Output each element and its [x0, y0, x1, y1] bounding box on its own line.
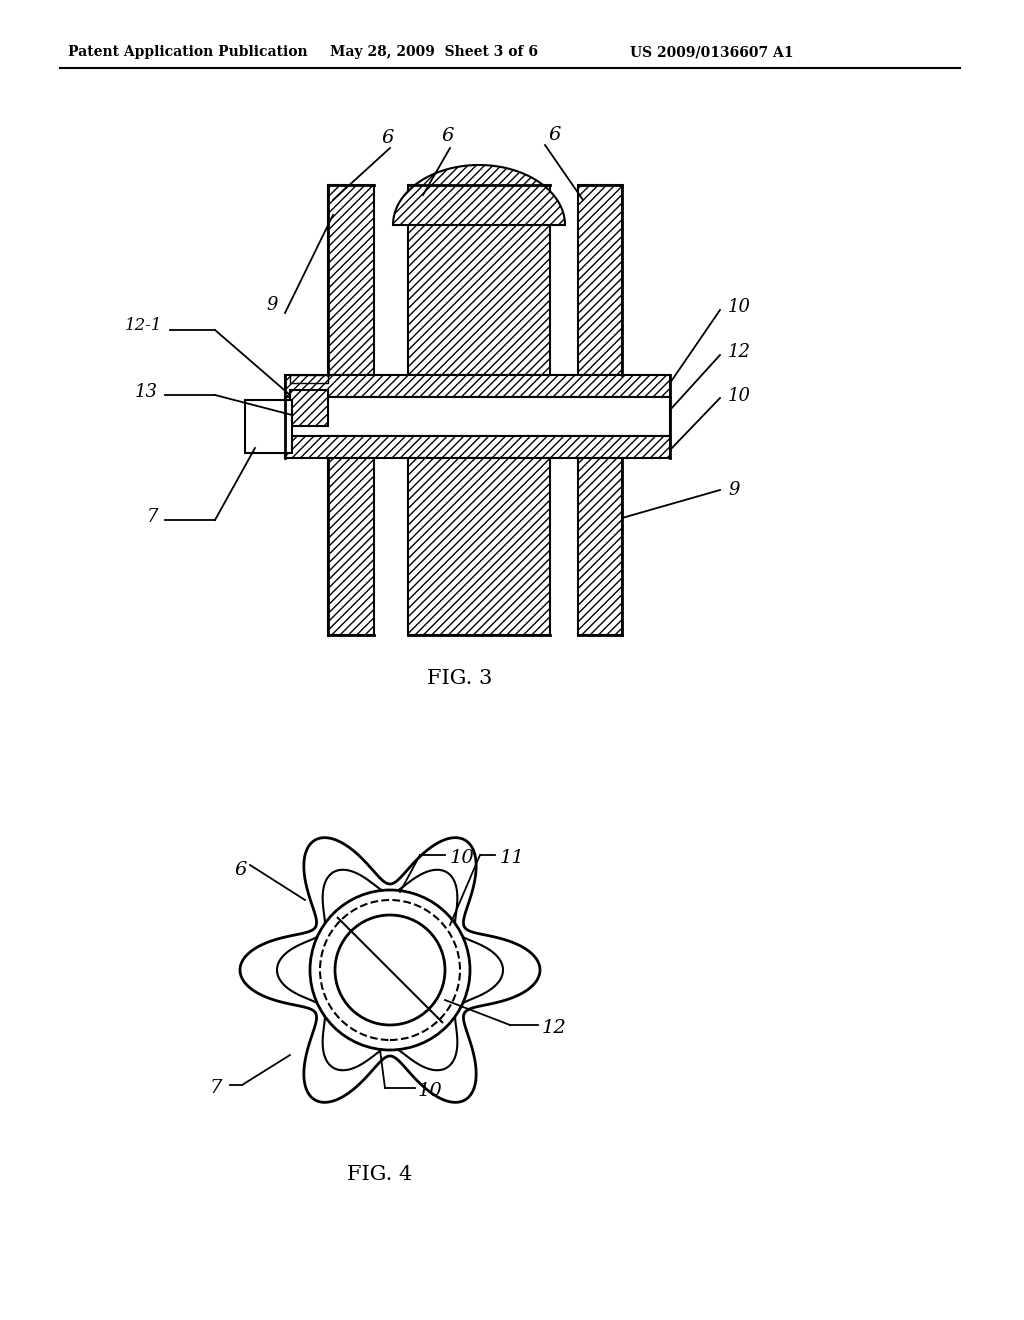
Bar [285, 397, 670, 436]
Circle shape [335, 915, 445, 1026]
Text: 11: 11 [500, 849, 524, 867]
Circle shape [310, 890, 470, 1049]
Bar [245, 400, 292, 453]
Text: 6: 6 [441, 127, 455, 145]
Bar [290, 375, 328, 383]
Text: 10: 10 [728, 387, 751, 405]
Text: 13: 13 [135, 383, 158, 401]
Text: 9: 9 [266, 296, 278, 314]
Bar [328, 185, 374, 375]
Bar [285, 375, 670, 397]
Text: US 2009/0136607 A1: US 2009/0136607 A1 [630, 45, 794, 59]
Text: 6: 6 [549, 125, 561, 144]
Text: 10: 10 [728, 298, 751, 315]
Text: 12: 12 [542, 1019, 566, 1038]
Bar [328, 458, 374, 635]
Bar [408, 458, 550, 635]
Bar [578, 458, 622, 635]
Text: 7: 7 [210, 1078, 222, 1097]
Polygon shape [393, 165, 565, 224]
Bar [285, 436, 670, 458]
Text: 10: 10 [418, 1082, 442, 1100]
Text: 12-1: 12-1 [125, 317, 162, 334]
Text: 12: 12 [728, 343, 751, 360]
Bar [578, 185, 622, 375]
Text: FIG. 4: FIG. 4 [347, 1166, 413, 1184]
Text: 10: 10 [450, 849, 475, 867]
Text: 6: 6 [234, 861, 247, 879]
Text: FIG. 3: FIG. 3 [427, 668, 493, 688]
Polygon shape [278, 870, 503, 1071]
Text: May 28, 2009  Sheet 3 of 6: May 28, 2009 Sheet 3 of 6 [330, 45, 538, 59]
Polygon shape [240, 838, 540, 1102]
Text: 9: 9 [728, 480, 739, 499]
Text: Patent Application Publication: Patent Application Publication [68, 45, 307, 59]
Circle shape [319, 900, 460, 1040]
Text: 7: 7 [146, 508, 158, 525]
Bar [408, 185, 550, 375]
Text: 6: 6 [382, 129, 394, 147]
Bar [290, 389, 328, 426]
